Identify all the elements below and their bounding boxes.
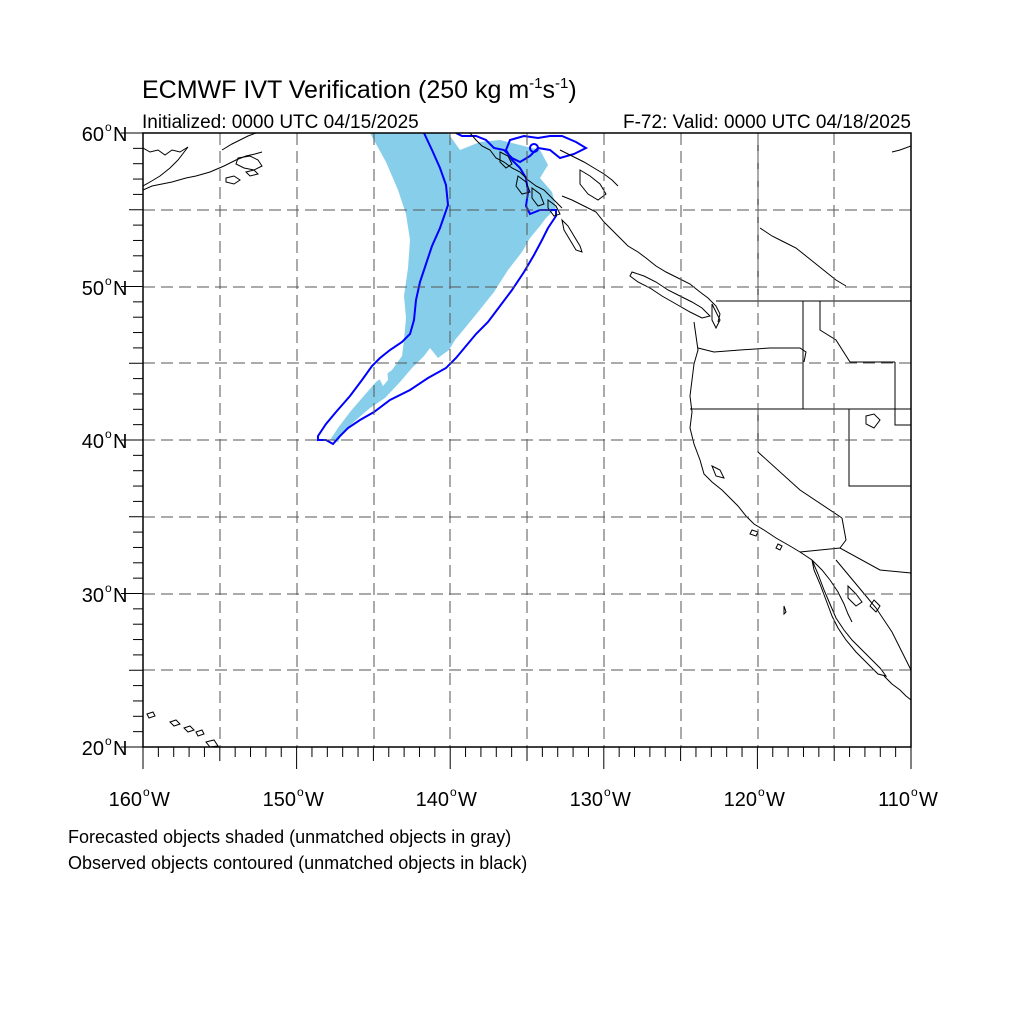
lat-label-30: 30 xyxy=(82,585,104,607)
lon-degree: o xyxy=(911,785,918,799)
map-title: ECMWF IVT Verification (250 kg m-1s-1) xyxy=(142,75,577,104)
valid-label: F-72: Valid: 0000 UTC 04/18/2025 xyxy=(623,112,911,133)
lon-suffix: W xyxy=(305,789,324,811)
caption-forecast: Forecasted objects shaded (unmatched obj… xyxy=(68,827,512,847)
lon-degree: o xyxy=(758,785,765,799)
lat-degree: o xyxy=(105,120,112,134)
observed-object-contour xyxy=(317,133,589,446)
title-end: ) xyxy=(568,76,576,104)
lon-degree: o xyxy=(297,785,304,799)
lat-suffix: N xyxy=(113,585,127,607)
lon-suffix: W xyxy=(458,789,477,811)
lat-labels: 60 50 40 30 20 o o o o o N N N N N xyxy=(82,120,128,760)
political-borders xyxy=(690,133,911,574)
lon-label-140: 140 xyxy=(416,789,449,811)
title-main: ECMWF IVT Verification (250 kg m xyxy=(142,76,529,104)
lat-suffix: N xyxy=(113,431,127,453)
lon-label-130: 130 xyxy=(570,789,603,811)
lat-degree: o xyxy=(105,274,112,288)
lon-label-110: 110 xyxy=(878,789,910,811)
observed-object-small xyxy=(529,143,539,153)
lat-label-20: 20 xyxy=(82,738,104,760)
lon-label-120: 120 xyxy=(724,789,757,811)
lon-labels: 160 150 140 130 120 110 o o o o o o W W … xyxy=(109,785,938,811)
lon-degree: o xyxy=(143,785,150,799)
title-exp2: -1 xyxy=(555,75,568,92)
lon-suffix: W xyxy=(612,789,631,811)
lon-label-160: 160 xyxy=(109,789,142,811)
lat-suffix: N xyxy=(113,278,127,300)
lat-degree: o xyxy=(105,734,112,748)
lon-suffix: W xyxy=(919,789,938,811)
lat-suffix: N xyxy=(113,124,127,146)
lat-label-60: 60 xyxy=(82,124,104,146)
lat-suffix: N xyxy=(113,738,127,760)
lat-degree: o xyxy=(105,427,112,441)
lon-suffix: W xyxy=(766,789,785,811)
coastlines xyxy=(143,133,911,747)
lon-degree: o xyxy=(450,785,457,799)
lat-label-40: 40 xyxy=(82,431,104,453)
graticule xyxy=(143,133,911,747)
forecast-hole xyxy=(379,366,388,386)
lat-degree: o xyxy=(105,581,112,595)
title-mid: s xyxy=(543,76,556,104)
lon-degree: o xyxy=(604,785,611,799)
init-label: Initialized: 0000 UTC 04/15/2025 xyxy=(142,112,419,133)
lon-suffix: W xyxy=(151,789,170,811)
lon-label-150: 150 xyxy=(263,789,296,811)
axis-ticks xyxy=(121,132,912,769)
lat-label-50: 50 xyxy=(82,278,104,300)
title-exp1: -1 xyxy=(529,75,542,92)
caption-observed: Observed objects contoured (unmatched ob… xyxy=(68,853,528,873)
